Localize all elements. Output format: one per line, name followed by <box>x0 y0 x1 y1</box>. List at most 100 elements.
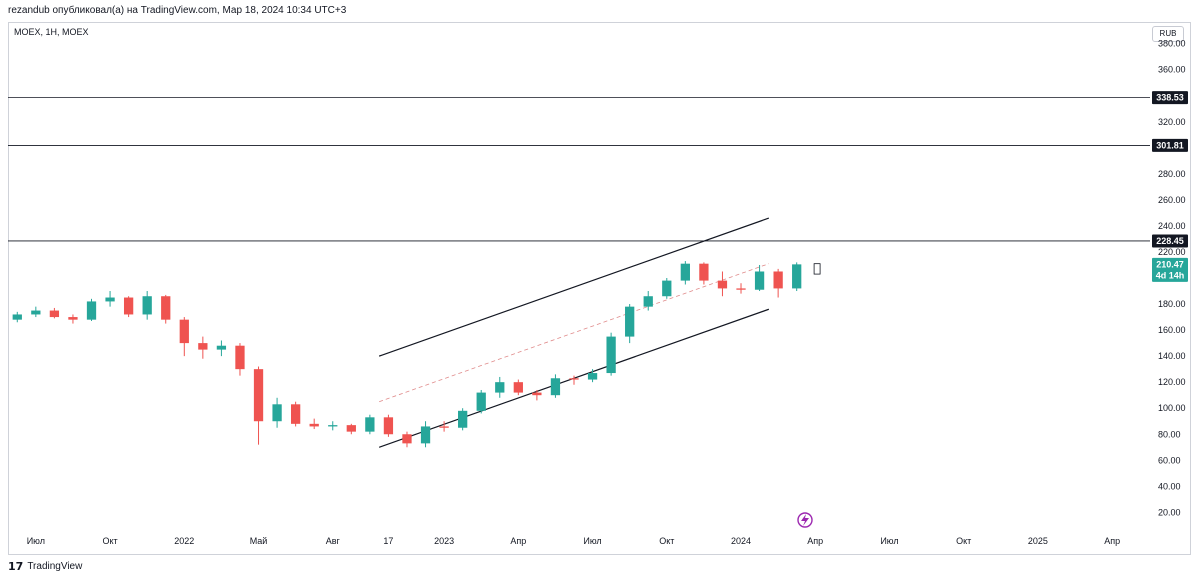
candle <box>476 389 486 414</box>
candle <box>235 343 245 376</box>
candle-body <box>569 378 579 380</box>
candle-body <box>198 343 208 350</box>
tradingview-logo-icon: 17 <box>8 559 24 573</box>
candle <box>699 262 709 285</box>
candle-body <box>179 319 189 344</box>
candle <box>439 421 449 432</box>
x-tick-label: Авг <box>326 536 341 546</box>
y-tick-label: 380.00 <box>1158 39 1186 49</box>
candle-body <box>550 378 561 396</box>
candle <box>68 314 78 324</box>
candle-body <box>235 345 245 370</box>
currency-button[interactable]: RUB <box>1152 26 1184 42</box>
candle-body <box>272 404 282 422</box>
candle <box>458 408 468 431</box>
x-tick-label: Апр <box>807 536 823 546</box>
candle <box>717 271 728 297</box>
level-price-label: 301.81 <box>1156 140 1184 150</box>
time-axis: Июл Окт 2022 Май Авг 17 2023 Апр Июл Окт 2024 Апр Ию… <box>27 536 1120 546</box>
y-tick-label: 280.00 <box>1158 169 1186 179</box>
candle <box>625 304 635 344</box>
candle <box>253 366 264 445</box>
candle <box>142 291 152 320</box>
x-tick-label: 2025 <box>1028 536 1048 546</box>
candle <box>420 421 431 448</box>
candle-countdown: 4d 14h <box>1156 270 1185 280</box>
y-tick-label: 240.00 <box>1158 221 1186 231</box>
candle-body <box>680 263 690 281</box>
candle <box>383 414 394 437</box>
candle <box>12 311 22 323</box>
y-tick-label: 60.00 <box>1158 455 1181 465</box>
x-tick-label: 2022 <box>174 536 194 546</box>
candle <box>198 336 208 359</box>
y-tick-label: 260.00 <box>1158 195 1186 205</box>
publisher-bar: rezandub опубликовал(а) на TradingView.c… <box>0 0 1200 22</box>
footer: 17 TradingView <box>8 558 82 574</box>
candle <box>569 375 579 385</box>
x-tick-label: Июл <box>583 536 601 546</box>
candle <box>643 291 653 311</box>
candle-body <box>309 423 319 427</box>
candle <box>291 401 301 427</box>
candle-body <box>402 434 412 444</box>
candle-body <box>86 301 97 320</box>
y-tick-label: 20.00 <box>1158 507 1181 517</box>
candle-body <box>49 310 60 318</box>
candle <box>179 317 189 357</box>
candle-body <box>383 417 394 435</box>
candle-body <box>717 280 728 289</box>
candle-body <box>754 271 765 290</box>
candle <box>86 298 97 321</box>
candle <box>402 431 412 448</box>
candle-body <box>458 410 468 428</box>
candle <box>532 389 542 401</box>
candle <box>662 278 672 299</box>
y-tick-label: 180.00 <box>1158 299 1186 309</box>
x-tick-label: Апр <box>1104 536 1120 546</box>
regression-channel <box>378 217 770 448</box>
level-price-tag: 338.53 <box>1152 91 1188 105</box>
candle-body <box>216 345 227 350</box>
channel-mid-line[interactable] <box>379 263 769 403</box>
candle-body <box>68 317 78 320</box>
publisher-text: rezandub опубликовал(а) на TradingView.c… <box>8 5 347 16</box>
candle <box>123 296 134 318</box>
y-tick-label: 360.00 <box>1158 65 1186 75</box>
y-tick-label: 320.00 <box>1158 117 1186 127</box>
candle-body <box>643 296 653 307</box>
candle-body <box>439 426 449 428</box>
current-price-value: 210.47 <box>1156 259 1184 269</box>
candle-body <box>532 392 542 396</box>
candle-body <box>420 426 431 444</box>
candle-body <box>495 382 505 393</box>
chart-frame[interactable] <box>8 22 1191 555</box>
x-tick-label: Окт <box>102 536 117 546</box>
y-tick-label: 40.00 <box>1158 481 1181 491</box>
candle-body <box>476 392 486 411</box>
x-tick-label: Июл <box>27 536 45 546</box>
candle <box>513 379 523 396</box>
x-tick-label: 2024 <box>731 536 751 546</box>
candle-body <box>12 314 22 320</box>
candle <box>216 340 227 357</box>
candle-body <box>328 425 338 427</box>
candle-body <box>31 310 41 315</box>
x-tick-label: 17 <box>383 536 393 546</box>
level-price-label: 338.53 <box>1156 93 1184 103</box>
forming-candle <box>813 263 821 275</box>
candle <box>606 332 616 376</box>
candle <box>346 423 356 435</box>
candle-body <box>699 263 709 281</box>
candle <box>161 294 171 324</box>
lightning-icon[interactable] <box>797 512 813 528</box>
level-price-tag: 301.81 <box>1152 138 1188 152</box>
x-tick-label: 2023 <box>434 536 454 546</box>
channel-upper-line[interactable] <box>378 217 770 357</box>
candle-body <box>346 425 356 432</box>
x-tick-label: Май <box>250 536 268 546</box>
candle <box>272 397 282 428</box>
candle-body <box>142 296 152 315</box>
